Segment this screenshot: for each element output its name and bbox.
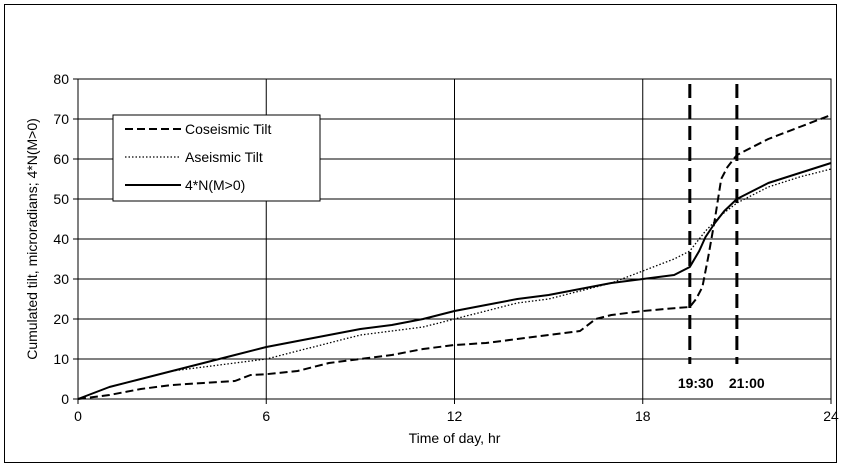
legend-box [112, 114, 321, 202]
y-tick-label: 70 [53, 111, 69, 127]
y-tick-label: 40 [53, 231, 69, 247]
event-lines: 19:30 21:00 [678, 84, 765, 391]
y-tick-label: 60 [53, 151, 69, 167]
x-tick-label: 12 [447, 408, 463, 424]
y-tick-label: 20 [53, 311, 69, 327]
x-tick-label: 24 [823, 408, 839, 424]
legend-label: Aseismic Tilt [185, 149, 263, 165]
series-lines [77, 114, 832, 400]
y-axis-label: Cumulated tilt, microradians; 4*N(M>0) [24, 118, 40, 360]
y-tick-label: 0 [61, 391, 69, 407]
y-tick-label: 50 [53, 191, 69, 207]
event-label: 19:30 [678, 375, 714, 391]
y-tick-label: 10 [53, 351, 69, 367]
x-tick-label: 6 [262, 408, 270, 424]
y-tick-labels: 0 10 20 30 40 50 60 70 80 [53, 71, 78, 407]
legend-label: 4*N(M>0) [185, 177, 245, 193]
x-tick-labels: 0 6 12 18 24 [74, 399, 839, 424]
x-tick-label: 0 [74, 408, 82, 424]
series-line-4-n-m-0- [77, 162, 832, 400]
legend: Coseismic Tilt Aseismic Tilt 4*N(M>0) [112, 114, 321, 202]
event-label: 21:00 [729, 375, 765, 391]
y-tick-label: 80 [53, 71, 69, 87]
series-line-coseismic-tilt [77, 114, 832, 400]
x-axis-label: Time of day, hr [409, 430, 501, 446]
x-tick-label: 18 [635, 408, 651, 424]
series-line-aseismic-tilt [77, 168, 832, 400]
y-tick-label: 30 [53, 271, 69, 287]
legend-label: Coseismic Tilt [185, 121, 271, 137]
